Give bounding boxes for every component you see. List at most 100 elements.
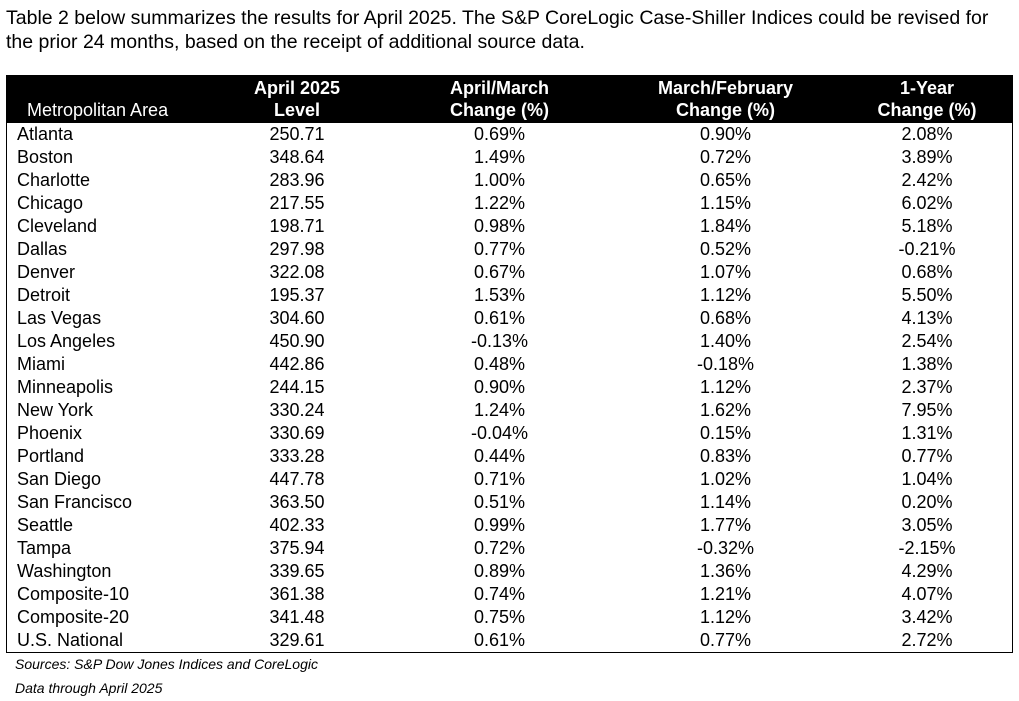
results-table-container: Metropolitan Area April 2025 Level April… — [6, 75, 1013, 653]
cell-one-year: 2.37% — [901, 377, 953, 397]
header-level-line1: April 2025 — [253, 78, 341, 98]
cell-area: Miami — [17, 354, 65, 374]
header-april-march-line2: Change (%) — [450, 100, 549, 120]
cell-march-feb: -0.18% — [696, 354, 755, 374]
table-row: Cleveland 198.71 0.98% 1.84% 5.18% — [7, 215, 1012, 238]
cell-level: 442.86 — [269, 354, 325, 374]
header-april-march-line1: April/March — [449, 78, 550, 98]
table-row: Detroit 195.37 1.53% 1.12% 5.50% — [7, 284, 1012, 307]
cell-april-march: 0.77% — [473, 239, 526, 259]
cell-march-feb: 1.40% — [699, 331, 752, 351]
cell-one-year: 3.89% — [901, 147, 953, 167]
cell-march-feb: 1.07% — [699, 262, 752, 282]
header-march-february-line2: Change (%) — [676, 100, 775, 120]
cell-april-march: 1.00% — [473, 170, 526, 190]
cell-area: Seattle — [17, 515, 74, 535]
cell-one-year: 1.38% — [901, 354, 953, 374]
intro-paragraph: Table 2 below summarizes the results for… — [6, 7, 989, 53]
cell-level: 375.94 — [269, 538, 325, 558]
cell-one-year: 3.05% — [901, 515, 953, 535]
cell-level: 250.71 — [269, 124, 325, 144]
cell-level: 402.33 — [269, 515, 325, 535]
cell-april-march: 0.72% — [473, 538, 526, 558]
header-april-march: April/March Change (%) — [390, 76, 609, 123]
cell-april-march: 0.71% — [473, 469, 526, 489]
table-row: Composite-10 361.38 0.74% 1.21% 4.07% — [7, 583, 1012, 606]
footnotes: Sources: S&P Dow Jones Indices and CoreL… — [15, 655, 318, 697]
cell-march-feb: 1.12% — [699, 377, 752, 397]
cell-april-march: 0.98% — [473, 216, 526, 236]
cell-one-year: 2.72% — [901, 630, 953, 650]
cell-april-march: 0.75% — [473, 607, 526, 627]
cell-april-march: 0.74% — [473, 584, 526, 604]
table-row: Portland 333.28 0.44% 0.83% 0.77% — [7, 445, 1012, 468]
table-row: Las Vegas 304.60 0.61% 0.68% 4.13% — [7, 307, 1012, 330]
cell-one-year: 6.02% — [901, 193, 953, 213]
table-row: Los Angeles 450.90 -0.13% 1.40% 2.54% — [7, 330, 1012, 353]
cell-area: Cleveland — [17, 216, 98, 236]
cell-area: Denver — [17, 262, 76, 282]
cell-april-march: 1.53% — [473, 285, 526, 305]
table-row: San Francisco 363.50 0.51% 1.14% 0.20% — [7, 491, 1012, 514]
cell-march-feb: 1.12% — [699, 285, 752, 305]
cell-march-feb: 0.72% — [699, 147, 752, 167]
header-march-february: March/February Change (%) — [609, 76, 842, 123]
cell-level: 363.50 — [269, 492, 325, 512]
cell-one-year: 5.18% — [901, 216, 953, 236]
cell-area: Dallas — [17, 239, 68, 259]
cell-one-year: 0.68% — [901, 262, 953, 282]
table-row: Minneapolis 244.15 0.90% 1.12% 2.37% — [7, 376, 1012, 399]
cell-march-feb: 1.77% — [699, 515, 752, 535]
cell-one-year: 4.07% — [901, 584, 953, 604]
cell-level: 304.60 — [269, 308, 325, 328]
table-row: Tampa 375.94 0.72% -0.32% -2.15% — [7, 537, 1012, 560]
table-row: New York 330.24 1.24% 1.62% 7.95% — [7, 399, 1012, 422]
cell-april-march: 1.49% — [473, 147, 526, 167]
cell-area: Portland — [17, 446, 85, 466]
cell-level: 447.78 — [269, 469, 325, 489]
cell-march-feb: 1.84% — [699, 216, 752, 236]
cell-one-year: 2.54% — [901, 331, 953, 351]
cell-april-march: 0.61% — [473, 630, 526, 650]
cell-april-march: 1.24% — [473, 400, 526, 420]
cell-april-march: -0.13% — [470, 331, 529, 351]
header-march-february-line1: March/February — [657, 78, 794, 98]
cell-level: 297.98 — [269, 239, 325, 259]
cell-area: Las Vegas — [17, 308, 102, 328]
cell-march-feb: 0.15% — [699, 423, 752, 443]
cell-area: Los Angeles — [17, 331, 116, 351]
cell-one-year: 7.95% — [901, 400, 953, 420]
cell-level: 330.69 — [269, 423, 325, 443]
cell-level: 329.61 — [269, 630, 325, 650]
table-row: Washington 339.65 0.89% 1.36% 4.29% — [7, 560, 1012, 583]
cell-march-feb: 1.36% — [699, 561, 752, 581]
cell-march-feb: 0.52% — [699, 239, 752, 259]
table-row: Charlotte 283.96 1.00% 0.65% 2.42% — [7, 169, 1012, 192]
cell-april-march: 0.48% — [473, 354, 526, 374]
cell-level: 361.38 — [269, 584, 325, 604]
cell-area: San Diego — [17, 469, 102, 489]
cell-level: 244.15 — [269, 377, 325, 397]
cell-area: Boston — [17, 147, 74, 167]
cell-area: Phoenix — [17, 423, 83, 443]
cell-level: 341.48 — [269, 607, 325, 627]
cell-one-year: 4.13% — [901, 308, 953, 328]
table-row: Denver 322.08 0.67% 1.07% 0.68% — [7, 261, 1012, 284]
cell-march-feb: 1.62% — [699, 400, 752, 420]
cell-march-feb: 0.77% — [699, 630, 752, 650]
cell-area: Atlanta — [17, 124, 74, 144]
header-one-year-line1: 1-Year — [899, 78, 955, 98]
cell-area: Chicago — [17, 193, 84, 213]
table-row: U.S. National 329.61 0.61% 0.77% 2.72% — [7, 629, 1012, 652]
cell-one-year: -0.21% — [898, 239, 956, 259]
table-row: Phoenix 330.69 -0.04% 0.15% 1.31% — [7, 422, 1012, 445]
cell-area: San Francisco — [17, 492, 133, 512]
cell-level: 450.90 — [269, 331, 325, 351]
cell-march-feb: 0.83% — [699, 446, 752, 466]
cell-level: 322.08 — [269, 262, 325, 282]
cell-march-feb: 1.12% — [699, 607, 752, 627]
results-table: Metropolitan Area April 2025 Level April… — [7, 76, 1012, 652]
cell-april-march: 1.22% — [473, 193, 526, 213]
cell-level: 198.71 — [269, 216, 325, 236]
table-row: Boston 348.64 1.49% 0.72% 3.89% — [7, 146, 1012, 169]
